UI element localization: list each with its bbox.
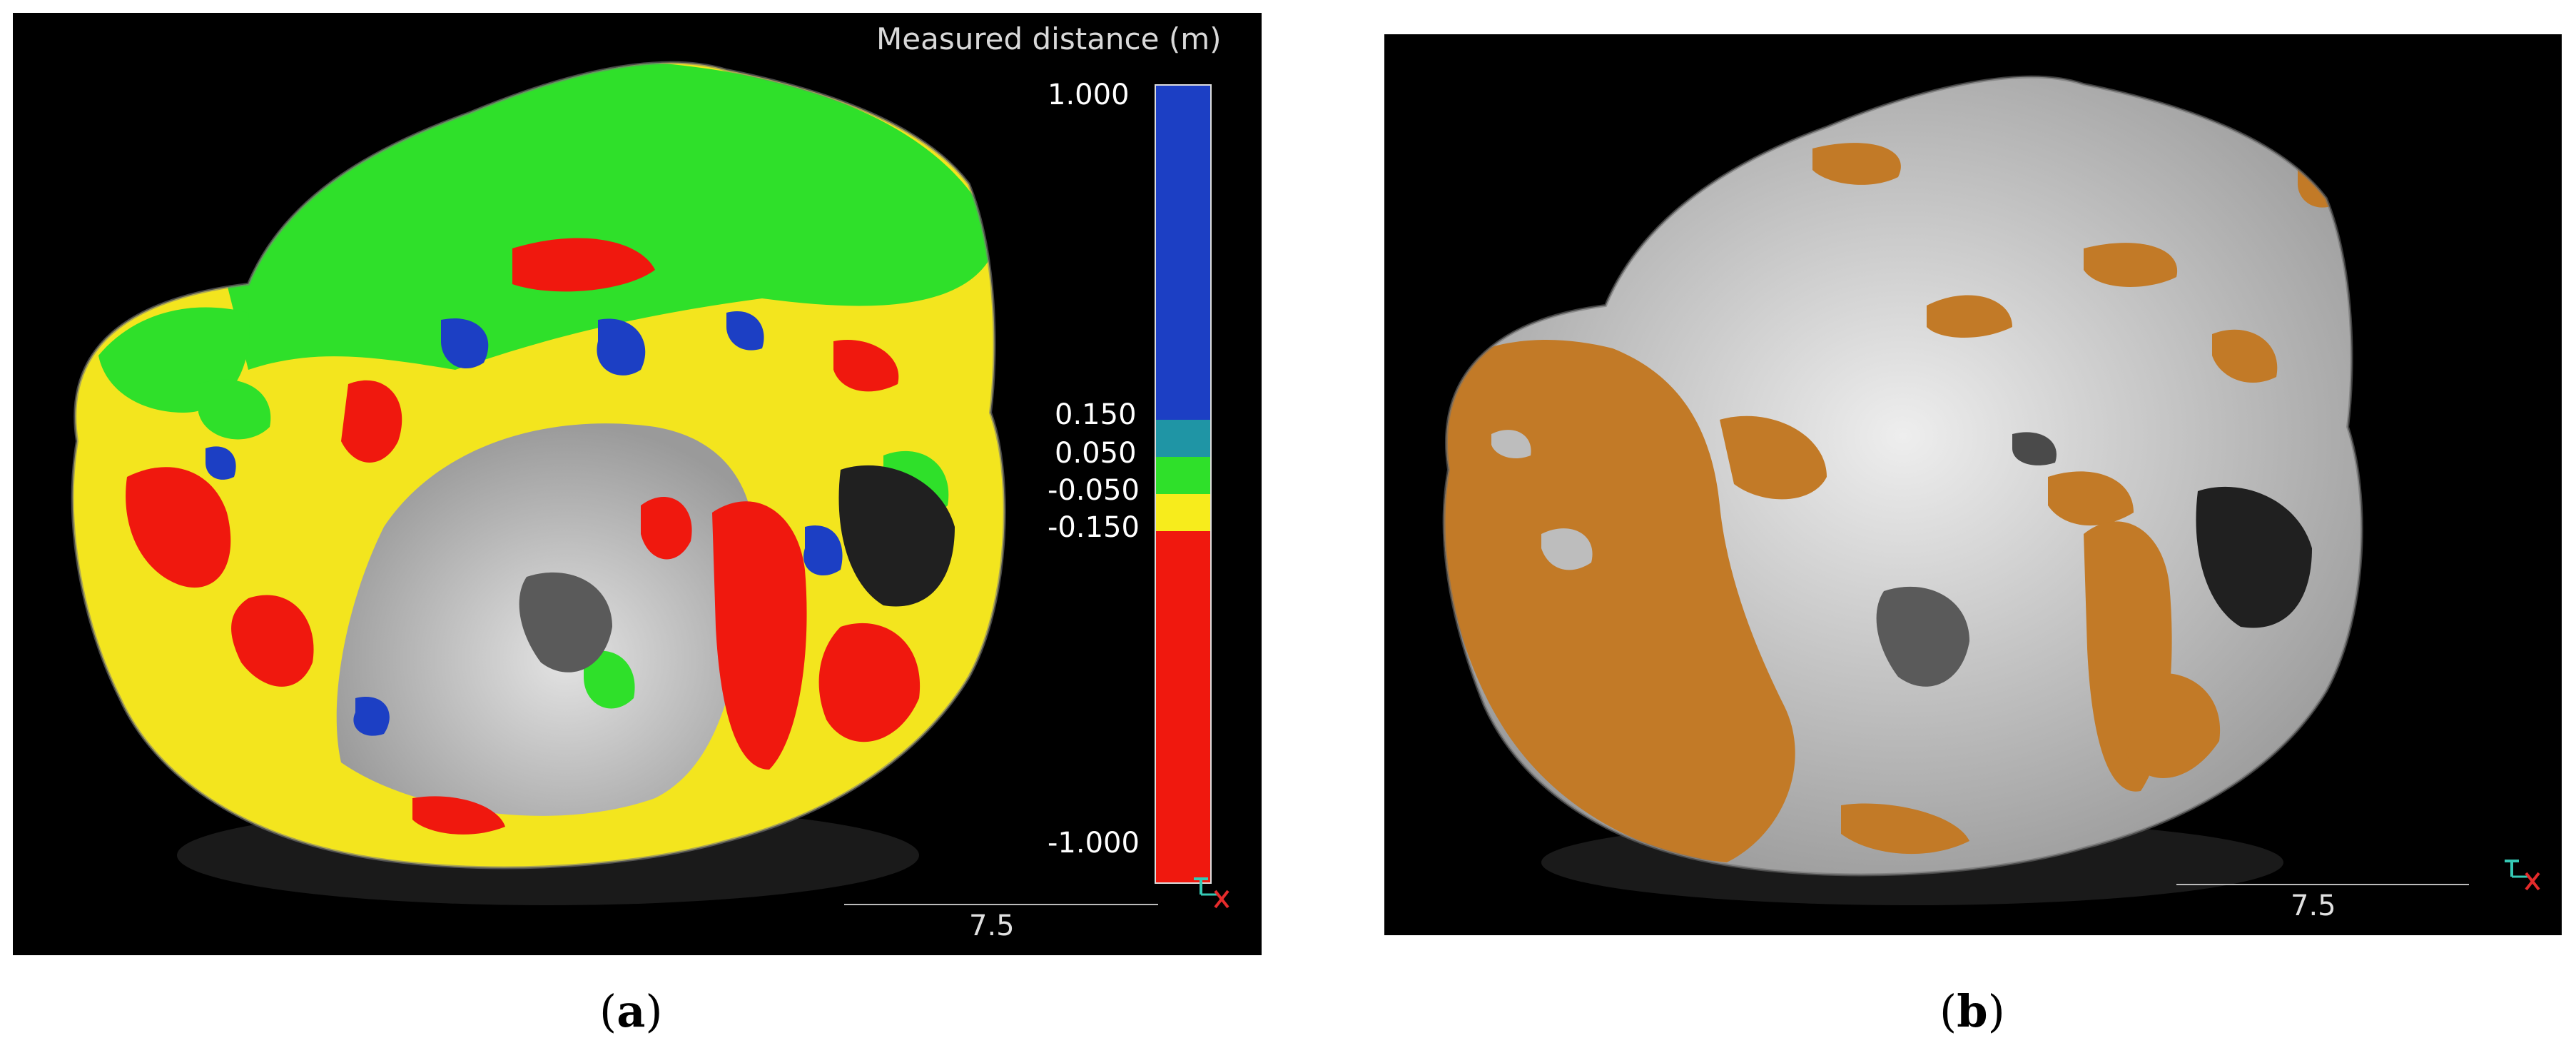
caption-b: (b) <box>1939 985 2005 1037</box>
scale-bar-b-value: 7.5 <box>2291 890 2336 922</box>
panel-b-image: 7.5 <box>1384 34 2562 935</box>
scale-bar-b <box>2176 884 2469 885</box>
colorbar-green-segment <box>1155 457 1212 494</box>
axes-icon <box>2505 860 2540 891</box>
tick-label-5: -0.150 <box>1048 511 1140 544</box>
tick-label-1: 1.000 <box>1048 79 1130 111</box>
legend-colorbar <box>1155 84 1212 884</box>
colorbar-red-segment <box>1155 531 1212 884</box>
legend-title: Measured distance (m) <box>876 21 1222 56</box>
colorbar-teal-segment <box>1155 420 1212 457</box>
tick-label-4: -0.050 <box>1048 474 1140 507</box>
tick-label-6: -1.000 <box>1048 827 1140 860</box>
highlight-render <box>1442 75 2363 905</box>
scale-bar-a-value: 7.5 <box>969 910 1015 942</box>
colorbar-yellow-segment <box>1155 494 1212 531</box>
colorbar-blue-segment <box>1155 84 1212 420</box>
axes-icon <box>1194 877 1229 909</box>
scale-bar-a <box>844 904 1158 905</box>
tick-label-3: 0.050 <box>1055 437 1137 470</box>
distance-map-render <box>71 61 1006 905</box>
caption-a: (a) <box>599 985 663 1037</box>
tick-label-2: 0.150 <box>1055 398 1137 431</box>
panel-a-image: Measured distance (m) 1.000 0.150 0.050 … <box>13 13 1262 955</box>
